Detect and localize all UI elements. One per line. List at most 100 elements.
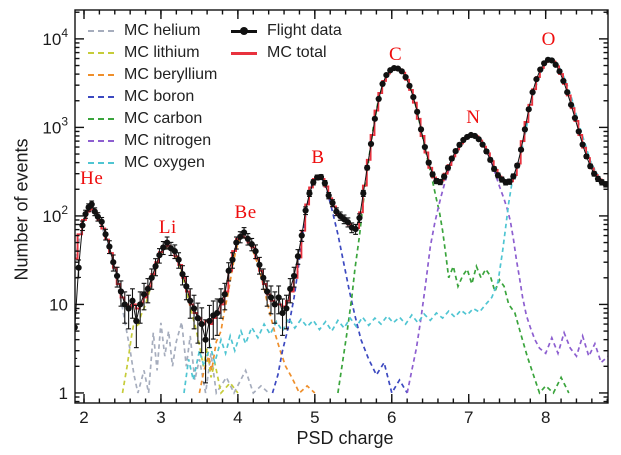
flight-data-point [187, 297, 194, 304]
legend-swatch-dashed [88, 92, 118, 102]
flight-data-point [256, 261, 263, 268]
legend-label: MC total [267, 44, 327, 61]
dashed-line-icon [88, 52, 114, 54]
axes [74, 9, 609, 404]
flight-data-point [156, 252, 163, 259]
solid-line-icon [231, 52, 257, 55]
plot-frame [74, 9, 609, 404]
peak-label-li: Li [158, 217, 177, 239]
series-mc-helium [75, 210, 270, 396]
flight-data-point [379, 80, 386, 88]
flight-data-point [152, 263, 159, 270]
flight-data-point [410, 93, 417, 101]
flight-data-point [533, 76, 540, 83]
tick-labels: 2 3 4 5 6 7 8 1 10 102 103 104 [42, 26, 550, 427]
flight-data-point [444, 164, 452, 171]
dashed-line-icon [88, 30, 114, 32]
dashed-line-icon [88, 118, 114, 120]
legend-label: MC beryllium [124, 66, 218, 83]
legend-swatch-dashed [88, 70, 118, 80]
flight-data-point [217, 297, 225, 304]
flight-data-point [160, 244, 167, 251]
flight-data-point [375, 95, 382, 102]
flight-data-point [148, 274, 155, 281]
flight-data-point [383, 71, 390, 79]
flight-data-point [352, 225, 359, 233]
flight-data-point [306, 190, 313, 197]
flight-data-point [271, 301, 278, 308]
peak-label-n: N [466, 106, 481, 128]
flight-data-point [110, 259, 117, 266]
flight-data-point [294, 253, 302, 260]
flight-data-point [548, 57, 555, 64]
flight-data-point [487, 156, 494, 163]
flight-data-point [525, 106, 532, 113]
flight-data-point [102, 231, 109, 238]
flight-data-point [287, 285, 294, 292]
flight-data-point [171, 248, 178, 255]
legend-label: MC nitrogen [124, 132, 212, 149]
flight-data-point [264, 288, 271, 295]
flight-data-point [475, 136, 482, 143]
flight-data-point [317, 173, 325, 181]
legend-swatch-dashed [88, 136, 118, 146]
flight-data-point [179, 271, 186, 278]
flight-data-point [94, 213, 101, 220]
series-mc-carbon [337, 66, 570, 395]
flight-data-point [137, 301, 144, 308]
flight-data-point [437, 178, 444, 186]
flight-data-point [591, 170, 598, 177]
flight-data-point [233, 239, 240, 246]
legend-item: MC carbon [88, 108, 217, 130]
flight-data-point [183, 283, 190, 290]
flight-data-point [367, 140, 375, 148]
flight-data-point [560, 77, 567, 85]
flight-data-point [260, 274, 267, 281]
flight-data-point [483, 148, 490, 155]
flight-data-point [564, 89, 571, 96]
legend-swatch-solid [231, 48, 261, 58]
flight-data-point [344, 219, 352, 226]
legend-item: MC boron [88, 86, 217, 108]
flight-data-point [106, 243, 113, 250]
flight-data-point [129, 297, 136, 304]
flight-data-point [414, 108, 421, 115]
flight-data-point [417, 126, 425, 133]
flight-data-point [429, 171, 436, 178]
legend-flight-total: Flight data MC total [231, 20, 342, 64]
series-mc-nitrogen [406, 134, 608, 394]
flight-data-point [510, 173, 517, 180]
dashed-line-icon [88, 162, 114, 164]
flight-data-point [529, 89, 536, 96]
flight-data-point [441, 173, 448, 180]
flight-data-point [421, 143, 428, 151]
flight-data-point [302, 207, 309, 214]
legend-label: MC oxygen [124, 154, 205, 171]
series-layer [75, 56, 608, 396]
flight-data-point [202, 336, 209, 343]
flight-data-point [133, 317, 140, 325]
flight-data-point [279, 309, 286, 317]
flight-data-point [425, 159, 432, 166]
flight-data-point [237, 233, 244, 240]
series-mc-boron [271, 176, 408, 396]
flight-data-point [491, 165, 498, 172]
flight-data-point [325, 192, 332, 199]
flight-data-point [579, 141, 586, 148]
flight-data-point [113, 272, 121, 280]
series-mc-oxygen [183, 56, 608, 394]
flight-data-point [144, 285, 151, 292]
flight-data-point [310, 179, 317, 186]
flight-data-point [75, 324, 78, 331]
flight-data-point [240, 229, 248, 236]
legend-label: MC carbon [124, 110, 203, 127]
flight-data-point [360, 190, 367, 197]
flight-data-point [283, 305, 290, 312]
y-axis-title: Number of events [11, 138, 32, 281]
flight-data-point [575, 128, 582, 135]
legend-item: MC total [231, 42, 342, 64]
flight-data-point [206, 317, 213, 325]
flight-data-point [190, 305, 198, 312]
peak-label-o: O [541, 29, 556, 51]
flight-data-point [583, 153, 590, 160]
